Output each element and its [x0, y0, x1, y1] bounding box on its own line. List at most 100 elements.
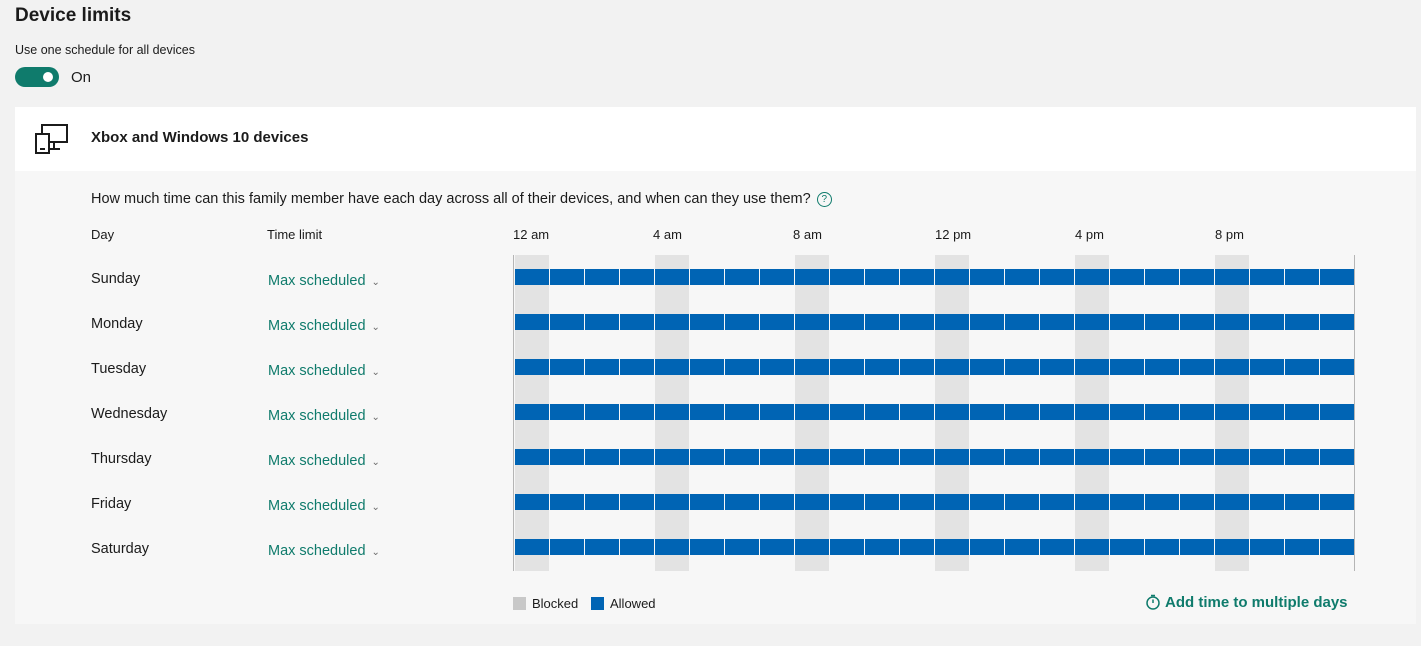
time-slot[interactable] [725, 359, 759, 375]
time-slot[interactable] [620, 404, 654, 420]
time-slot[interactable] [830, 539, 864, 555]
time-slot[interactable] [1285, 359, 1319, 375]
time-slot[interactable] [690, 449, 724, 465]
time-slot[interactable] [865, 404, 899, 420]
time-slot[interactable] [1110, 359, 1144, 375]
time-slot[interactable] [725, 449, 759, 465]
time-slot[interactable] [1110, 539, 1144, 555]
time-slot[interactable] [760, 314, 794, 330]
time-slot[interactable] [725, 404, 759, 420]
time-slot[interactable] [690, 269, 724, 285]
time-slot[interactable] [1145, 359, 1179, 375]
time-slot[interactable] [795, 359, 829, 375]
time-slot[interactable] [1285, 269, 1319, 285]
time-slot[interactable] [1145, 269, 1179, 285]
time-slot[interactable] [970, 404, 1004, 420]
schedule-toggle[interactable] [15, 67, 59, 87]
time-slot[interactable] [865, 494, 899, 510]
time-slot[interactable] [1320, 449, 1354, 465]
time-slot[interactable] [830, 404, 864, 420]
time-slot[interactable] [1285, 449, 1319, 465]
time-slot[interactable] [865, 314, 899, 330]
time-slot[interactable] [900, 539, 934, 555]
time-limit-dropdown[interactable]: Max scheduled ⌄ [268, 498, 380, 514]
time-slot[interactable] [935, 359, 969, 375]
time-slot[interactable] [1180, 539, 1214, 555]
time-limit-dropdown[interactable]: Max scheduled ⌄ [268, 318, 380, 334]
time-slot[interactable] [690, 539, 724, 555]
time-slot[interactable] [935, 269, 969, 285]
time-slot[interactable] [725, 539, 759, 555]
time-slot[interactable] [725, 314, 759, 330]
time-slot[interactable] [1320, 539, 1354, 555]
time-slot[interactable] [585, 449, 619, 465]
time-slot[interactable] [620, 449, 654, 465]
time-slot[interactable] [1110, 494, 1144, 510]
time-slot[interactable] [550, 404, 584, 420]
time-slot[interactable] [760, 269, 794, 285]
time-slot[interactable] [1250, 359, 1284, 375]
time-slot[interactable] [1040, 314, 1074, 330]
time-slot[interactable] [655, 449, 689, 465]
time-slot[interactable] [515, 494, 549, 510]
time-slot[interactable] [970, 314, 1004, 330]
time-slot[interactable] [620, 314, 654, 330]
time-slot[interactable] [655, 539, 689, 555]
time-slot[interactable] [1320, 314, 1354, 330]
time-slot[interactable] [865, 269, 899, 285]
time-slot[interactable] [970, 494, 1004, 510]
time-slot[interactable] [620, 359, 654, 375]
time-slot[interactable] [1250, 404, 1284, 420]
time-slot[interactable] [1040, 449, 1074, 465]
time-slot[interactable] [515, 359, 549, 375]
time-slot[interactable] [1180, 449, 1214, 465]
time-slot[interactable] [795, 449, 829, 465]
time-slot[interactable] [900, 404, 934, 420]
time-slot[interactable] [935, 449, 969, 465]
time-slot[interactable] [900, 449, 934, 465]
time-slot[interactable] [795, 539, 829, 555]
time-slot[interactable] [1040, 404, 1074, 420]
time-slot[interactable] [1110, 269, 1144, 285]
time-slot[interactable] [1285, 539, 1319, 555]
time-slot[interactable] [1215, 404, 1249, 420]
time-slot[interactable] [515, 404, 549, 420]
time-slot[interactable] [1005, 314, 1039, 330]
time-slot[interactable] [585, 314, 619, 330]
time-slot[interactable] [1075, 314, 1109, 330]
time-slot[interactable] [1215, 494, 1249, 510]
time-slot[interactable] [585, 539, 619, 555]
time-slot[interactable] [550, 314, 584, 330]
time-slot[interactable] [655, 404, 689, 420]
time-slot[interactable] [760, 359, 794, 375]
time-slot[interactable] [515, 449, 549, 465]
time-limit-dropdown[interactable]: Max scheduled ⌄ [268, 273, 380, 289]
time-slot[interactable] [690, 404, 724, 420]
time-slot[interactable] [1040, 359, 1074, 375]
time-slot[interactable] [1320, 359, 1354, 375]
time-slot[interactable] [515, 314, 549, 330]
time-slot[interactable] [1180, 404, 1214, 420]
time-limit-dropdown[interactable]: Max scheduled ⌄ [268, 363, 380, 379]
time-slot[interactable] [1110, 449, 1144, 465]
time-slot[interactable] [1110, 404, 1144, 420]
time-slot[interactable] [655, 314, 689, 330]
time-slot[interactable] [1250, 269, 1284, 285]
time-slot[interactable] [1215, 269, 1249, 285]
time-slot[interactable] [795, 404, 829, 420]
time-slot[interactable] [865, 359, 899, 375]
time-slot[interactable] [935, 494, 969, 510]
time-slot[interactable] [935, 539, 969, 555]
time-slot[interactable] [830, 269, 864, 285]
time-slot[interactable] [1285, 494, 1319, 510]
time-slot[interactable] [1215, 359, 1249, 375]
time-slot[interactable] [970, 539, 1004, 555]
time-slot[interactable] [795, 494, 829, 510]
time-slot[interactable] [1250, 449, 1284, 465]
time-slot[interactable] [1005, 359, 1039, 375]
time-limit-dropdown[interactable]: Max scheduled ⌄ [268, 543, 380, 559]
time-slot[interactable] [1075, 539, 1109, 555]
time-slot[interactable] [1215, 314, 1249, 330]
time-slot[interactable] [1180, 314, 1214, 330]
time-slot[interactable] [1250, 494, 1284, 510]
